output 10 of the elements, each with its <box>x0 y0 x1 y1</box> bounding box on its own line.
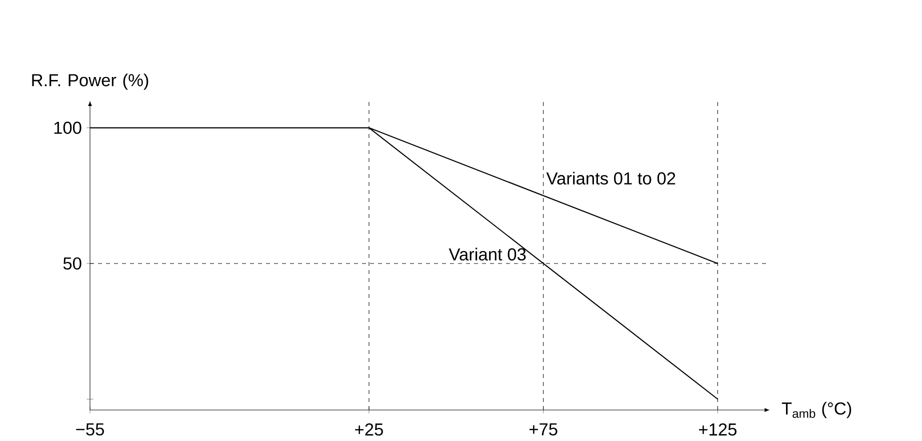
x-tick-label: +75 <box>529 423 558 436</box>
x-tick-label: −55 <box>76 423 104 436</box>
y-axis-title: R.F. Power (%) <box>32 74 148 90</box>
series-label: Variants 01 to 02 <box>546 172 676 185</box>
y-tick-label: 50 <box>63 257 82 270</box>
series-label: Variant 03 <box>448 248 526 261</box>
y-tick-label: 100 <box>54 122 82 134</box>
x-tick-label: +25 <box>355 423 383 436</box>
x-tick-label: +125 <box>699 423 736 436</box>
x-axis-title: T$_{amb}$ (°C) <box>782 402 852 418</box>
